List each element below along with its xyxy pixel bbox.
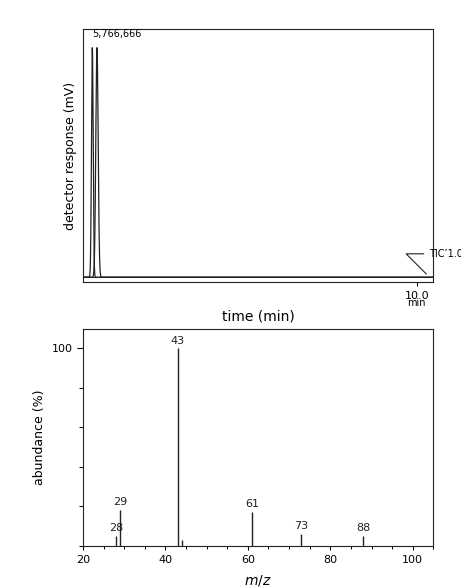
Text: TIC’1.00: TIC’1.00 bbox=[406, 249, 461, 274]
X-axis label: time (min): time (min) bbox=[222, 309, 295, 323]
X-axis label: $m/z$: $m/z$ bbox=[244, 573, 272, 587]
Text: 61: 61 bbox=[245, 500, 259, 510]
Text: 28: 28 bbox=[109, 523, 123, 533]
Y-axis label: abundance (%): abundance (%) bbox=[33, 390, 46, 485]
Text: 43: 43 bbox=[171, 336, 185, 346]
Text: 73: 73 bbox=[295, 521, 308, 531]
Y-axis label: detector response (mV): detector response (mV) bbox=[65, 82, 77, 230]
Text: 5,766,666: 5,766,666 bbox=[92, 29, 142, 39]
Text: 29: 29 bbox=[113, 497, 127, 507]
Text: 88: 88 bbox=[356, 523, 370, 533]
Text: min: min bbox=[408, 298, 426, 308]
